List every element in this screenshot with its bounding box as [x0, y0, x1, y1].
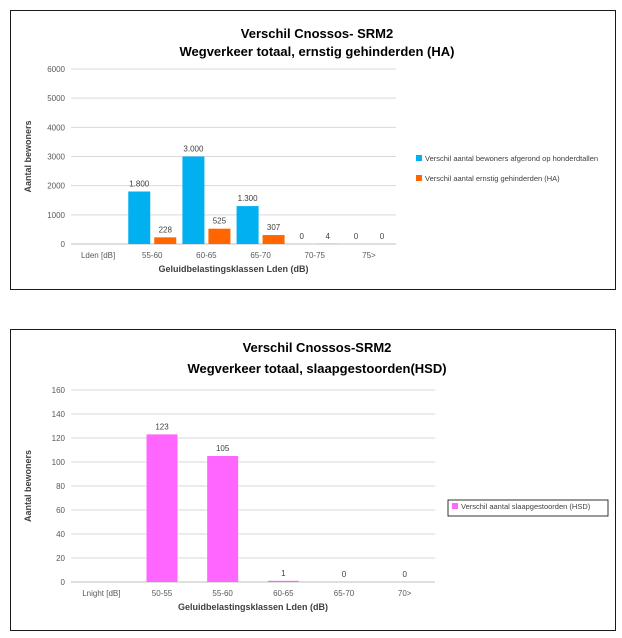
bar: [128, 191, 151, 244]
legend-swatch: [452, 503, 458, 509]
x-tick-label: 65-70: [334, 589, 355, 598]
data-label: 0: [342, 570, 347, 579]
y-tick-label: 100: [52, 458, 66, 467]
data-label: 1.800: [129, 180, 150, 189]
x-tick-label: 55-60: [212, 589, 233, 598]
x-tick-label: 65-70: [250, 251, 271, 260]
legend-label: Verschil aantal ernstig gehinderden (HA): [425, 174, 560, 183]
data-label: 105: [216, 444, 230, 453]
y-tick-label: 80: [56, 482, 65, 491]
chart-hsd: Verschil Cnossos-SRM2 Wegverkeer totaal, …: [23, 340, 609, 612]
y-tick-label: 1000: [47, 211, 65, 220]
legend-box: [447, 499, 609, 517]
bar: [146, 434, 178, 582]
data-label: 307: [267, 223, 281, 232]
y-tick-label: 160: [52, 386, 66, 395]
data-label: 0: [300, 232, 305, 241]
y-tick-label: 2000: [47, 182, 65, 191]
bar: [267, 580, 299, 582]
x-tick-label: 75>: [362, 251, 376, 260]
legend-label: Verschil aantal bewoners afgerond op hon…: [425, 154, 598, 163]
y-tick-label: 140: [52, 410, 66, 419]
data-label: 4: [326, 232, 331, 241]
bar: [236, 206, 259, 244]
x-tick-label: 60-65: [196, 251, 217, 260]
data-label: 0: [380, 232, 385, 241]
x-tick-label: 70-75: [305, 251, 326, 260]
y-tick-label: 120: [52, 434, 66, 443]
chart-panel-ha: Verschil Cnossos- SRM2 Wegverkeer totaal,…: [10, 10, 616, 290]
chart-title: Verschil Cnossos- SRM2: [241, 26, 393, 41]
x-tick-label: Lden [dB]: [81, 251, 115, 260]
y-tick-label: 60: [56, 506, 65, 515]
y-tick-label: 0: [61, 240, 66, 249]
chart-panel-hsd: Verschil Cnossos-SRM2 Wegverkeer totaal, …: [10, 329, 616, 631]
y-tick-label: 0: [61, 578, 66, 587]
legend-swatch: [416, 175, 422, 181]
x-tick-label: 50-55: [152, 589, 173, 598]
bar: [262, 235, 285, 244]
data-label: 0: [354, 232, 359, 241]
x-axis-label: Geluidbelastingsklassen Lden (dB): [178, 602, 328, 612]
data-label: 3.000: [183, 145, 204, 154]
y-tick-label: 20: [56, 554, 65, 563]
legend-swatch: [416, 155, 422, 161]
y-tick-label: 6000: [47, 65, 65, 74]
chart-title: Verschil Cnossos-SRM2: [243, 340, 392, 355]
data-label: 123: [155, 422, 169, 431]
data-label: 1: [281, 569, 286, 578]
data-label: 0: [402, 570, 407, 579]
data-label: 228: [159, 225, 173, 234]
bar: [154, 237, 177, 244]
y-tick-label: 40: [56, 530, 65, 539]
bar: [207, 456, 239, 582]
x-tick-label: 60-65: [273, 589, 294, 598]
x-tick-label: Lnight [dB]: [82, 589, 120, 598]
y-tick-label: 4000: [47, 123, 65, 132]
y-tick-label: 3000: [47, 153, 65, 162]
data-label: 1.300: [238, 194, 259, 203]
x-axis-label: Geluidbelastingsklassen Lden (dB): [158, 264, 308, 274]
y-axis-label: Aantal bewoners: [23, 450, 33, 522]
y-axis-label: Aantal bewoners: [23, 120, 33, 192]
bar: [182, 156, 205, 244]
chart-subtitle: Wegverkeer totaal, slaapgestoorden(HSD): [187, 361, 446, 376]
chart-ha: Verschil Cnossos- SRM2 Wegverkeer totaal,…: [23, 26, 598, 274]
data-label: 525: [213, 217, 227, 226]
x-tick-label: 70>: [398, 589, 412, 598]
y-tick-label: 5000: [47, 94, 65, 103]
chart-subtitle: Wegverkeer totaal, ernstig gehinderden (…: [180, 44, 455, 59]
legend-label: Verschil aantal slaapgestoorden (HSD): [461, 502, 591, 511]
x-tick-label: 55-60: [142, 251, 163, 260]
bar: [208, 228, 231, 244]
